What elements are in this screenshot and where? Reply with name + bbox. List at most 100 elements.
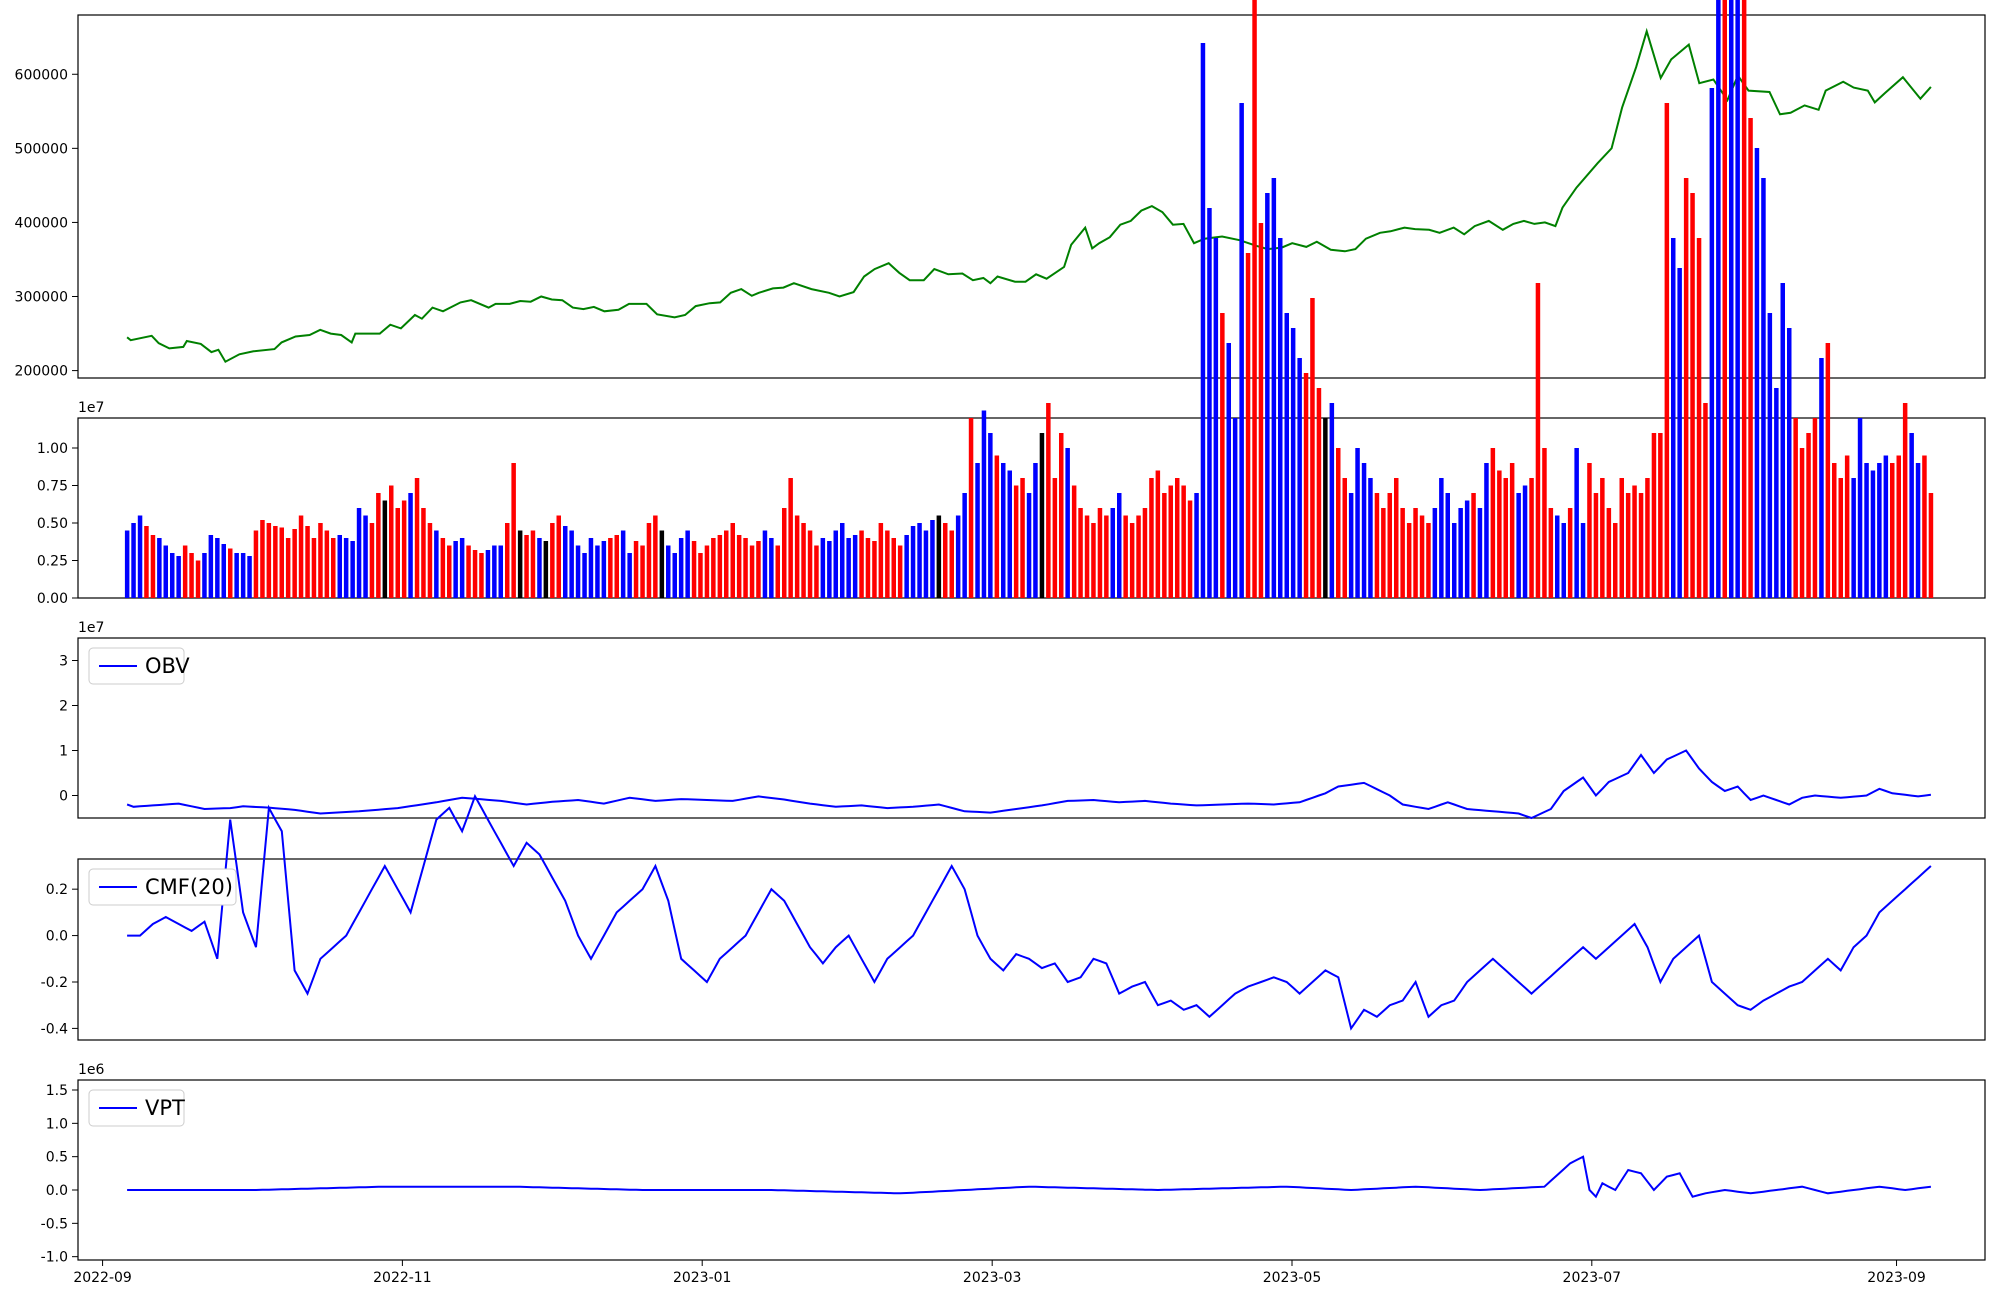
vpt-panel: -1.0 -0.5 0.0 0.5 1.0 1.5 1e6 VPT: [41, 1062, 1986, 1266]
volume-bar: [833, 530, 838, 598]
vpt-ytick-label: 0.5: [46, 1150, 68, 1166]
volume-bar: [537, 538, 542, 598]
volume-bar: [910, 526, 916, 598]
volume-bar: [170, 553, 175, 598]
volume-bar: [1767, 313, 1773, 598]
volume-bar: [575, 545, 581, 598]
volume-bar: [1529, 478, 1534, 598]
volume-bar: [363, 515, 368, 598]
vpt-legend-label: VPT: [145, 1096, 185, 1120]
volume-bar: [157, 538, 162, 598]
volume-bar: [1464, 500, 1470, 598]
volume-bar: [1664, 103, 1670, 598]
volume-bar: [1825, 343, 1831, 598]
volume-bar: [846, 538, 851, 598]
volume-bar: [1297, 358, 1302, 598]
volume-bar: [1336, 448, 1341, 598]
volume-bar: [343, 538, 349, 598]
volume-bar: [1902, 403, 1908, 598]
x-tick-label: 2023-05: [1263, 1270, 1322, 1286]
volume-bar: [208, 535, 214, 598]
cmf-ytick-label: 0.0: [46, 929, 68, 945]
volume-bar: [1890, 463, 1895, 598]
volume-bar: [369, 523, 375, 598]
volume-bar: [704, 545, 710, 598]
volume-bar: [1683, 178, 1689, 598]
x-tick-label: 2023-07: [1563, 1270, 1622, 1286]
volume-bar: [124, 530, 130, 598]
volume-bar: [1162, 493, 1167, 598]
volume-bar: [1542, 448, 1547, 598]
volume-ytick-label: 0.00: [37, 591, 68, 607]
volume-bar: [1001, 463, 1006, 598]
volume-bar: [376, 493, 381, 598]
cmf-legend-label: CMF(20): [145, 875, 233, 899]
obv-panel: 0 1 2 3 1e7 OBV: [59, 620, 1986, 820]
cmf-line: [127, 793, 1932, 1031]
volume-bar: [1323, 418, 1328, 598]
volume-bar: [1220, 313, 1225, 598]
volume-bar: [1638, 493, 1644, 598]
volume-bar: [1110, 508, 1115, 598]
volume-bar: [1039, 433, 1045, 598]
volume-bar: [1735, 0, 1740, 598]
volume-bar: [1877, 463, 1882, 598]
volume-bar: [981, 410, 987, 598]
volume-bar: [1928, 493, 1934, 598]
price-line: [126, 27, 1932, 364]
volume-ytick-label: 0.50: [37, 516, 68, 532]
volume-bar: [292, 529, 297, 598]
volume-bar: [1915, 463, 1921, 598]
volume-bar: [395, 508, 400, 598]
volume-bar: [1471, 493, 1476, 598]
volume-bar: [1503, 478, 1508, 598]
volume-bar: [1509, 463, 1515, 598]
volume-bar: [666, 545, 671, 598]
volume-bar: [163, 545, 168, 598]
volume-bar: [698, 553, 703, 598]
volume-ytick-label: 0.25: [37, 554, 68, 570]
vpt-ytick-label: 1.5: [46, 1083, 68, 1099]
volume-bar: [1348, 493, 1354, 598]
volume-bar: [936, 515, 942, 598]
volume-bar: [453, 541, 458, 598]
volume-bar: [1658, 433, 1663, 598]
price-ytick-label: 200000: [15, 364, 68, 380]
volume-bar: [788, 478, 793, 598]
cmf-legend: CMF(20): [88, 868, 237, 906]
volume-bar: [247, 556, 252, 598]
obv-ytick-label: 2: [59, 699, 68, 715]
volume-bar: [1799, 448, 1805, 598]
volume-bar: [492, 545, 497, 598]
volume-bar: [1213, 238, 1219, 598]
date-axis: 2022-09 2022-11 2023-01 2023-03 2023-05 2023-…: [73, 1260, 1926, 1286]
volume-bar: [1613, 523, 1618, 598]
volume-bar: [988, 433, 993, 598]
volume-ytick-label: 0.75: [37, 479, 68, 495]
volume-bar: [524, 535, 529, 598]
volume-bar: [305, 526, 310, 598]
volume-bar: [1368, 478, 1373, 598]
volume-bar: [195, 560, 201, 598]
volume-bar: [736, 535, 742, 598]
volume-bar: [1278, 238, 1283, 598]
volume-bar: [1600, 478, 1605, 598]
volume-bar: [408, 493, 413, 598]
volume-bar: [1671, 238, 1676, 598]
x-tick-label: 2023-03: [963, 1270, 1022, 1286]
volume-bar: [279, 527, 284, 598]
volume-bar: [1857, 418, 1863, 598]
volume-bar: [620, 530, 626, 598]
volume-bar: [1548, 508, 1554, 598]
volume-bar: [949, 530, 954, 598]
volume-bar: [859, 530, 864, 598]
volume-bar: [1555, 515, 1560, 598]
volume-bar: [608, 538, 613, 598]
volume-bar: [1909, 433, 1914, 598]
volume-bar: [852, 535, 858, 598]
volume-bar: [1104, 515, 1109, 598]
volume-bar: [530, 530, 536, 598]
volume-bar: [1155, 470, 1161, 598]
price-ytick-label: 600000: [15, 67, 68, 83]
volume-bar: [511, 463, 516, 598]
